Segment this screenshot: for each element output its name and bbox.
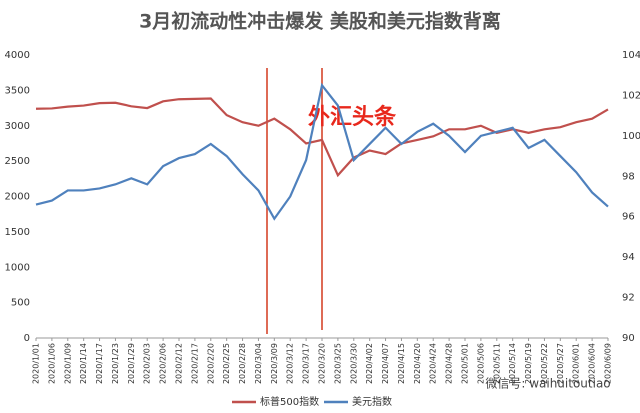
y-tick-label: 0 bbox=[24, 333, 30, 344]
x-tick-label: 2020/6/04 bbox=[588, 343, 597, 384]
x-tick-label: 2020/1/06 bbox=[47, 343, 56, 384]
x-tick-label: 2020/5/27 bbox=[556, 343, 565, 384]
y2-tick-label: 90 bbox=[622, 333, 635, 344]
y2-tick-label: 96 bbox=[622, 212, 635, 223]
x-tick-label: 2020/1/09 bbox=[63, 343, 72, 384]
y2-tick-label: 102 bbox=[622, 90, 640, 101]
x-tick-label: 2020/3/25 bbox=[333, 343, 342, 384]
chart-title: 3月初流动性冲击爆发 美股和美元指数背离 bbox=[139, 10, 501, 33]
x-tick-label: 2020/2/25 bbox=[222, 343, 231, 384]
x-tick-label: 2020/2/12 bbox=[175, 343, 184, 384]
x-tick-label: 2020/5/01 bbox=[461, 343, 470, 384]
annotation: 外汇头条 bbox=[308, 104, 397, 130]
y-tick-label: 3000 bbox=[5, 121, 30, 132]
y-tick-label: 4000 bbox=[5, 50, 30, 61]
y2-tick-label: 92 bbox=[622, 293, 635, 304]
x-tick-label: 2020/4/07 bbox=[381, 343, 390, 384]
y-tick-label: 2000 bbox=[5, 192, 30, 203]
y-tick-label: 500 bbox=[11, 298, 30, 309]
x-tick-label: 2020/3/30 bbox=[349, 343, 358, 384]
y2-tick-label: 94 bbox=[622, 252, 635, 263]
x-tick-label: 2020/5/06 bbox=[476, 343, 485, 384]
x-tick-label: 2020/2/06 bbox=[159, 343, 168, 384]
x-tick-label: 2020/5/11 bbox=[492, 343, 501, 384]
x-tick-label: 2020/1/17 bbox=[95, 343, 104, 384]
legend-label: 标普500指数 bbox=[260, 395, 319, 408]
x-tick-label: 2020/1/29 bbox=[127, 343, 136, 384]
x-tick-label: 2020/1/23 bbox=[111, 343, 120, 384]
x-tick-label: 2020/2/20 bbox=[206, 343, 215, 384]
x-tick-label: 2020/4/02 bbox=[365, 343, 374, 384]
y-tick-label: 2500 bbox=[5, 156, 30, 167]
legend-label: 美元指数 bbox=[352, 395, 392, 408]
watermark: 微信号: waihuitoutiao bbox=[485, 377, 610, 391]
y-tick-label: 1000 bbox=[5, 262, 30, 273]
y2-tick-label: 98 bbox=[622, 171, 635, 182]
x-tick-label: 2020/5/19 bbox=[524, 343, 533, 384]
x-tick-label: 2020/2/17 bbox=[190, 343, 199, 384]
x-tick-label: 2020/3/04 bbox=[254, 343, 263, 384]
line-series bbox=[35, 82, 609, 221]
x-tick-label: 2020/4/20 bbox=[413, 343, 422, 384]
x-tick-label: 2020/4/28 bbox=[445, 343, 454, 384]
x-tick-label: 2020/4/15 bbox=[397, 343, 406, 384]
x-tick-label: 2020/1/14 bbox=[79, 343, 88, 384]
y-tick-label: 1500 bbox=[5, 227, 30, 238]
x-tick-label: 2020/5/22 bbox=[540, 343, 549, 384]
x-tick-label: 2020/2/28 bbox=[238, 343, 247, 384]
y2-tick-label: 104 bbox=[622, 50, 640, 61]
x-tick-label: 2020/1/01 bbox=[32, 343, 41, 384]
y2-tick-label: 100 bbox=[622, 131, 640, 142]
x-tick-label: 2020/2/03 bbox=[143, 343, 152, 384]
x-tick-label: 2020/3/20 bbox=[318, 343, 327, 384]
x-tick-label: 2020/5/14 bbox=[508, 343, 517, 384]
x-tick-label: 2020/3/17 bbox=[302, 343, 311, 384]
y-tick-label: 3500 bbox=[5, 85, 30, 96]
x-tick-label: 2020/3/12 bbox=[286, 343, 295, 384]
x-tick-label: 2020/6/09 bbox=[604, 343, 613, 384]
x-tick-label: 2020/3/09 bbox=[270, 343, 279, 384]
x-tick-label: 2020/4/24 bbox=[429, 343, 438, 384]
x-tick-label: 2020/6/01 bbox=[572, 343, 581, 384]
